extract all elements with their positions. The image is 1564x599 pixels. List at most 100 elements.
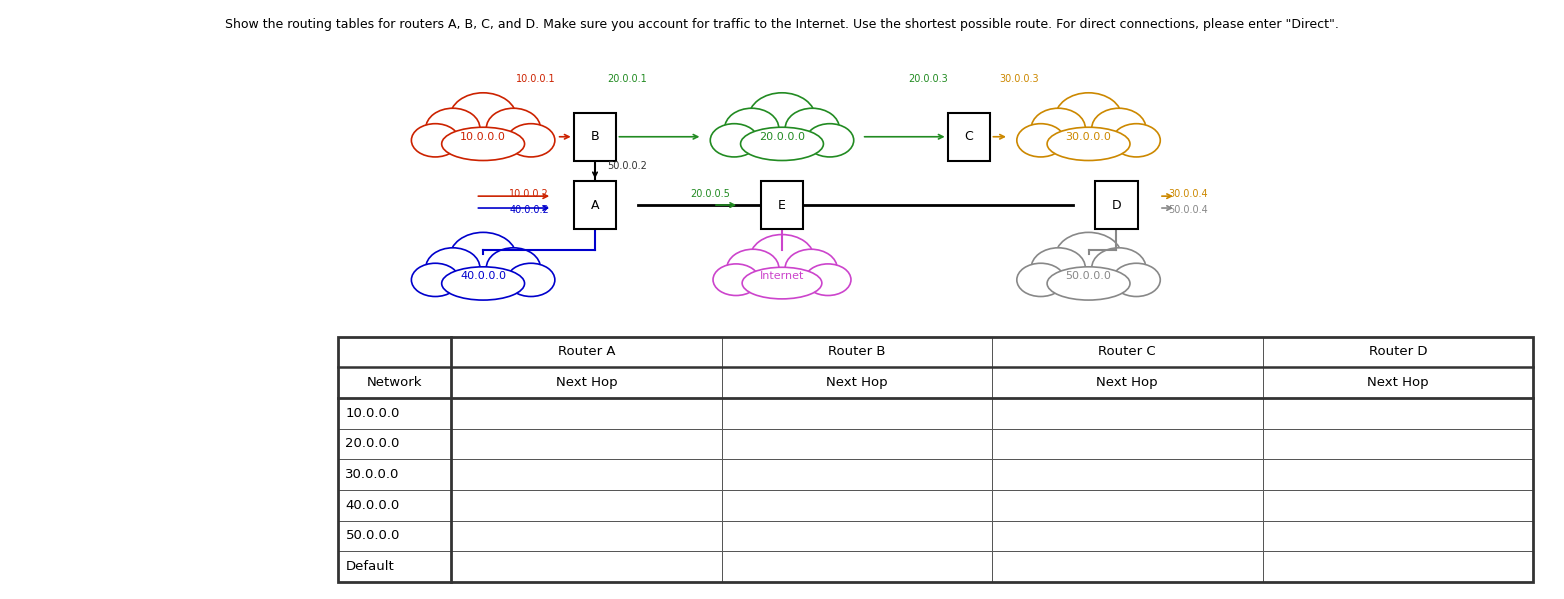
Bar (338, 551, 450, 582)
Bar (1262, 490, 1533, 521)
Text: 40.0.0.0: 40.0.0.0 (460, 271, 507, 282)
Bar (1031, 279, 1146, 295)
Text: 50.0.0.2: 50.0.0.2 (607, 162, 647, 171)
Bar (1262, 428, 1533, 459)
Ellipse shape (441, 267, 524, 300)
Text: Next Hop: Next Hop (1096, 376, 1157, 389)
Bar (992, 521, 1262, 551)
Bar (574, 181, 616, 229)
Bar (721, 428, 992, 459)
Bar (450, 337, 721, 367)
Bar (1031, 139, 1146, 156)
Ellipse shape (805, 264, 851, 295)
Text: 30.0.0.0: 30.0.0.0 (1065, 132, 1112, 142)
Ellipse shape (486, 248, 541, 288)
Bar (450, 551, 721, 582)
Text: 40.0.0.0: 40.0.0.0 (346, 499, 400, 512)
Text: E: E (777, 198, 787, 211)
Ellipse shape (749, 235, 815, 282)
Ellipse shape (1092, 248, 1146, 288)
Bar (338, 337, 450, 367)
Ellipse shape (1048, 127, 1129, 161)
Bar (721, 521, 992, 551)
Bar (1262, 521, 1533, 551)
Bar (1262, 337, 1533, 367)
Bar (721, 459, 992, 490)
Bar (1095, 181, 1137, 229)
Text: 20.0.0.5: 20.0.0.5 (690, 189, 730, 199)
Ellipse shape (507, 123, 555, 157)
Text: 50.0.0.0: 50.0.0.0 (1065, 271, 1112, 282)
Bar (338, 521, 450, 551)
Ellipse shape (749, 93, 815, 143)
Bar (948, 113, 990, 161)
Text: 10.0.0.2: 10.0.0.2 (510, 189, 549, 199)
Ellipse shape (710, 123, 759, 157)
Text: Next Hop: Next Hop (1367, 376, 1428, 389)
Bar (992, 551, 1262, 582)
Ellipse shape (441, 127, 524, 161)
Bar (992, 459, 1262, 490)
Text: 20.0.0.3: 20.0.0.3 (907, 74, 948, 84)
Bar (721, 337, 992, 367)
Ellipse shape (425, 248, 480, 288)
Ellipse shape (1017, 123, 1065, 157)
Bar (450, 521, 721, 551)
Bar (721, 490, 992, 521)
Bar (721, 398, 992, 428)
Bar (450, 367, 721, 398)
Bar (1262, 551, 1533, 582)
Bar (450, 428, 721, 459)
Text: Next Hop: Next Hop (555, 376, 618, 389)
Text: 20.0.0.0: 20.0.0.0 (346, 437, 400, 450)
Text: 50.0.0.4: 50.0.0.4 (1168, 204, 1207, 214)
Bar (425, 139, 541, 156)
Bar (724, 139, 840, 156)
Ellipse shape (1112, 263, 1160, 297)
Text: Internet: Internet (760, 271, 804, 282)
Text: Network: Network (366, 376, 422, 389)
Bar (338, 459, 450, 490)
Bar (450, 459, 721, 490)
Text: Router A: Router A (558, 346, 615, 358)
Ellipse shape (743, 267, 821, 299)
Bar (760, 181, 804, 229)
Bar (338, 490, 450, 521)
Ellipse shape (713, 264, 759, 295)
Bar (574, 113, 616, 161)
Text: Next Hop: Next Hop (826, 376, 888, 389)
Text: A: A (591, 198, 599, 211)
Ellipse shape (741, 127, 823, 161)
Text: 30.0.0.3: 30.0.0.3 (999, 74, 1038, 84)
Bar (1262, 398, 1533, 428)
Text: 10.0.0.0: 10.0.0.0 (346, 407, 400, 420)
Bar (338, 337, 1533, 582)
Ellipse shape (1056, 232, 1121, 282)
Ellipse shape (449, 232, 516, 282)
Text: Default: Default (346, 560, 394, 573)
Bar (1262, 459, 1533, 490)
Text: Router C: Router C (1098, 346, 1156, 358)
Bar (338, 398, 450, 428)
Ellipse shape (411, 123, 460, 157)
Ellipse shape (1056, 93, 1121, 143)
Text: 20.0.0.1: 20.0.0.1 (607, 74, 647, 84)
Bar (992, 490, 1262, 521)
Bar (727, 279, 837, 294)
Text: C: C (965, 130, 973, 143)
Ellipse shape (1092, 108, 1146, 149)
Bar (992, 337, 1262, 367)
Bar (425, 279, 541, 295)
Ellipse shape (411, 263, 460, 297)
Text: D: D (1112, 198, 1121, 211)
Bar (338, 367, 450, 398)
Ellipse shape (1031, 108, 1085, 149)
Bar (721, 551, 992, 582)
Text: Show the routing tables for routers A, B, C, and D. Make sure you account for tr: Show the routing tables for routers A, B… (225, 18, 1339, 31)
Ellipse shape (785, 249, 837, 288)
Ellipse shape (1017, 263, 1065, 297)
Ellipse shape (1112, 123, 1160, 157)
Text: B: B (591, 130, 599, 143)
Text: Router D: Router D (1368, 346, 1426, 358)
Ellipse shape (724, 108, 779, 149)
